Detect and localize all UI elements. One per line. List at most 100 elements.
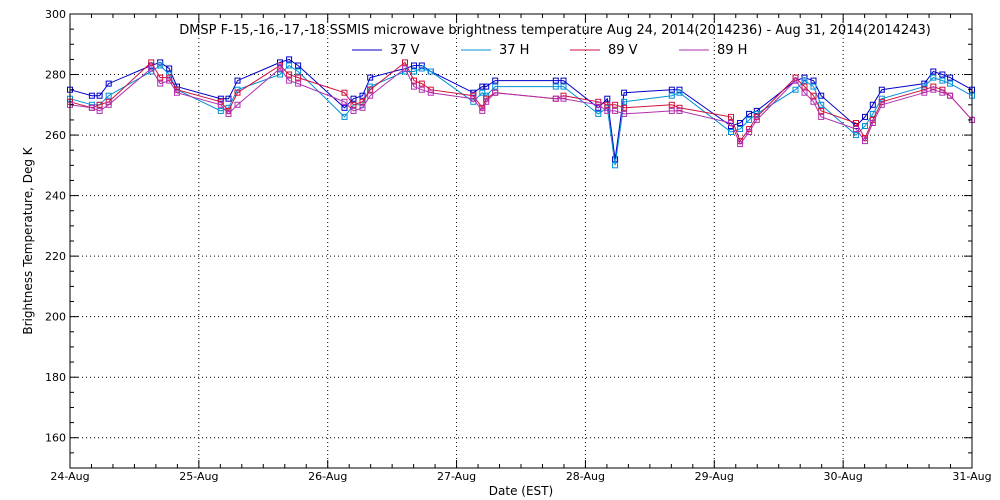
data-point xyxy=(427,68,434,75)
y-tick-label: 180 xyxy=(45,371,66,384)
data-series xyxy=(67,56,975,169)
data-point xyxy=(801,83,808,90)
data-point xyxy=(166,65,173,72)
data-point xyxy=(737,141,744,148)
data-point xyxy=(341,113,348,120)
legend-label: 37 V xyxy=(390,43,420,58)
data-point xyxy=(810,98,817,105)
legend-label: 89 V xyxy=(608,43,638,58)
data-point xyxy=(479,83,486,90)
data-point xyxy=(676,89,683,96)
x-tick-label: 31-Aug xyxy=(952,470,991,483)
data-point xyxy=(157,62,164,69)
axis-ticks: 24-Aug 25-Aug 26-Aug 27-Aug 28-Aug 29-Aug 30-A… xyxy=(45,8,992,483)
data-point xyxy=(402,59,408,66)
series-37-h xyxy=(67,62,975,169)
data-point xyxy=(157,74,164,81)
data-point xyxy=(801,89,808,96)
data-point xyxy=(595,101,602,108)
data-point xyxy=(367,86,374,93)
data-point xyxy=(818,92,825,99)
data-point xyxy=(157,80,164,87)
data-point xyxy=(277,71,283,78)
data-point xyxy=(402,65,408,72)
legend-label: 89 H xyxy=(717,43,747,58)
data-point xyxy=(560,83,567,90)
data-point xyxy=(621,104,628,111)
data-point xyxy=(612,107,619,114)
data-point xyxy=(166,77,173,84)
data-point xyxy=(818,101,825,108)
data-point xyxy=(878,86,885,93)
data-point xyxy=(921,89,928,96)
x-tick-label: 28-Aug xyxy=(566,470,605,483)
data-point xyxy=(277,65,283,72)
data-point xyxy=(174,89,180,96)
data-point xyxy=(552,77,559,84)
y-tick-label: 260 xyxy=(45,129,66,142)
data-point xyxy=(939,71,946,78)
data-point xyxy=(878,101,885,108)
series-line xyxy=(69,58,973,160)
data-point xyxy=(947,74,954,81)
legend: 37 V 37 H 89 V 89 H xyxy=(352,43,747,58)
x-axis-title: Date (EST) xyxy=(489,484,553,498)
data-point xyxy=(621,98,628,105)
data-point xyxy=(295,68,302,75)
series-89-v xyxy=(67,59,975,145)
data-point xyxy=(810,92,817,99)
data-point xyxy=(418,65,425,72)
y-axis-title: Brightness Temperature, Deg K xyxy=(21,146,35,334)
data-point xyxy=(411,68,417,75)
data-point xyxy=(411,62,417,69)
data-point xyxy=(869,120,876,126)
data-point xyxy=(479,107,486,114)
data-point xyxy=(939,89,946,96)
series-line xyxy=(69,61,973,143)
data-point xyxy=(105,80,112,87)
data-point xyxy=(753,116,760,123)
chart-title: DMSP F-15,-16,-17,-18 SSMIS microwave br… xyxy=(179,23,931,38)
x-tick-label: 30-Aug xyxy=(824,470,863,483)
data-point xyxy=(552,83,559,90)
data-point xyxy=(225,95,232,102)
data-point xyxy=(359,98,366,105)
data-point xyxy=(96,107,103,114)
data-point xyxy=(350,101,357,108)
data-point xyxy=(737,126,744,132)
data-point xyxy=(483,98,490,105)
data-point xyxy=(947,80,954,87)
data-point xyxy=(853,126,859,132)
data-point xyxy=(560,95,567,102)
data-point xyxy=(930,83,937,90)
data-point xyxy=(604,95,611,102)
data-point xyxy=(728,113,734,120)
data-point xyxy=(604,107,611,114)
data-point xyxy=(295,74,302,81)
data-point xyxy=(217,95,224,102)
data-point xyxy=(492,77,499,84)
data-point xyxy=(148,65,155,72)
data-point xyxy=(277,59,283,66)
data-point xyxy=(728,129,734,135)
data-point xyxy=(217,107,224,114)
data-point xyxy=(359,92,366,99)
data-point xyxy=(225,110,232,117)
plot-area-frame xyxy=(69,13,973,469)
data-point xyxy=(105,101,112,108)
legend-label: 37 H xyxy=(499,43,529,58)
series-37-v xyxy=(67,56,975,163)
data-point xyxy=(676,107,683,114)
data-point xyxy=(737,120,744,126)
data-point xyxy=(862,123,868,129)
data-point xyxy=(492,83,499,90)
data-point xyxy=(367,92,374,99)
data-point xyxy=(939,77,946,84)
data-point xyxy=(341,89,348,96)
x-tick-label: 29-Aug xyxy=(695,470,734,483)
data-point xyxy=(612,101,619,108)
data-point xyxy=(166,71,173,78)
y-tick-label: 300 xyxy=(45,8,66,21)
data-point xyxy=(295,80,302,87)
y-tick-label: 220 xyxy=(45,250,66,263)
